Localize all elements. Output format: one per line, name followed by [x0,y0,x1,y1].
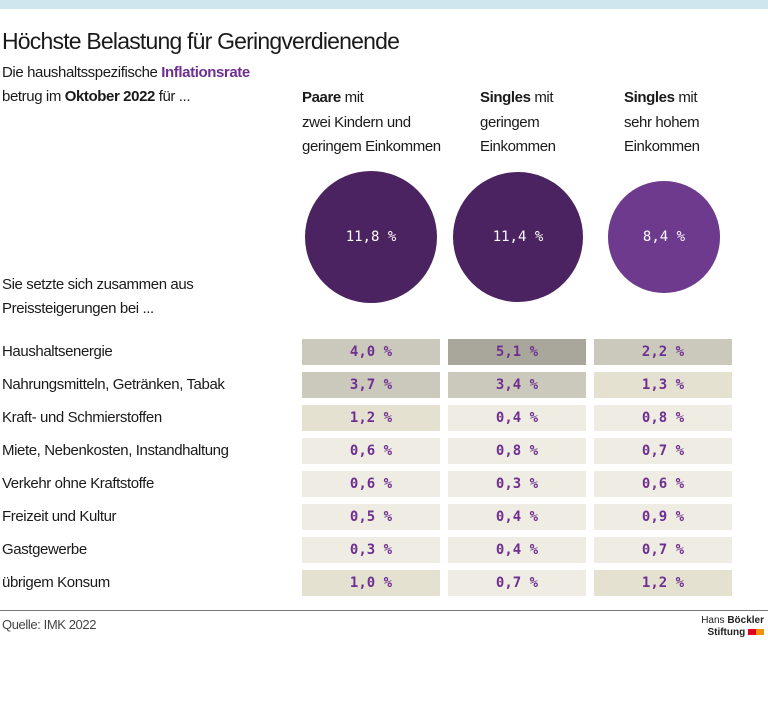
logo-text: Stiftung [707,627,746,638]
table-cell: 0,5 % [302,504,440,530]
composition-line-2: Preissteigerungen bei ... [2,300,154,317]
table-cell: 1,0 % [302,570,440,596]
table-cell: 0,6 % [302,438,440,464]
total-label: 8,4 % [642,228,686,245]
total-circle: 11,8 % [305,171,437,303]
row-label: Freizeit und Kultur [2,508,117,525]
table-cell: 0,6 % [594,471,732,497]
table-cell: 0,4 % [448,405,586,431]
table-cell: 1,2 % [594,570,732,596]
logo-text: Böckler [727,615,764,626]
table-cell: 0,4 % [448,537,586,563]
hans-boeckler-stiftung-logo: Hans Böckler Stiftung [701,615,764,639]
table-cell: 2,2 % [594,339,732,365]
row-label: Gastgewerbe [2,541,87,558]
column-header-text: geringem Einkommen [302,138,441,155]
footer-divider [0,610,768,611]
table-cell: 0,7 % [594,537,732,563]
logo-red-square [748,629,756,636]
column-header-bold: Singles [624,89,675,106]
table-cell: 3,7 % [302,372,440,398]
total-label: 11,4 % [492,228,544,245]
column-header-text: Einkommen [624,138,700,155]
table-cell: 0,8 % [448,438,586,464]
table-cell: 1,2 % [302,405,440,431]
intro-text: Die haushaltsspezifische [2,64,162,81]
intro-text: betrug im [2,88,65,105]
row-label: übrigem Konsum [2,574,110,591]
total-circle: 11,4 % [453,172,583,302]
table-cell: 0,6 % [302,471,440,497]
table-cell: 0,7 % [448,570,586,596]
composition-line-1: Sie setzte sich zusammen aus [2,276,194,293]
top-accent-bar [0,0,768,9]
intro-text: für ... [154,88,191,105]
table-cell: 3,4 % [448,372,586,398]
table-cell: 0,4 % [448,504,586,530]
column-header-text: geringem [480,113,540,131]
column-header-2: Singles mit geringem Einkommen [480,86,556,160]
total-circle: 8,4 % [608,181,720,293]
source-note: Quelle: IMK 2022 [2,617,97,632]
table-cell: 5,1 % [448,339,586,365]
row-label: Verkehr ohne Kraftstoffe [2,475,154,492]
logo-orange-square [756,629,764,636]
table-cell: 0,3 % [302,537,440,563]
column-header-text: mit [674,89,698,106]
intro-line-2: betrug im Oktober 2022 für ... [2,88,191,105]
table-cell: 0,9 % [594,504,732,530]
chart-title: Höchste Belastung für Geringverdienende [2,28,400,54]
table-cell: 0,7 % [594,438,732,464]
column-header-text: mit [530,89,554,106]
table-cell: 0,3 % [448,471,586,497]
intro-line-1: Die haushaltsspezifische Inflationsrate [2,64,250,81]
logo-text: Hans [701,615,728,626]
row-label: Nahrungsmitteln, Getränken, Tabak [2,376,225,393]
total-label: 11,8 % [345,229,397,245]
row-label: Haushaltsenergie [2,343,113,360]
column-header-3: Singles mit sehr hohem Einkommen [624,86,700,160]
table-cell: 4,0 % [302,339,440,365]
column-header-text: Einkommen [480,138,556,155]
column-header-bold: Paare [302,89,341,106]
row-label: Miete, Nebenkosten, Instandhaltung [2,442,229,459]
column-header-text: zwei Kindern und [302,113,411,131]
column-header-1: Paare mit zwei Kindern und geringem Eink… [302,86,441,160]
intro-highlight: Inflationsrate [161,64,250,81]
column-header-bold: Singles [480,89,531,106]
column-header-text: mit [340,89,364,106]
row-label: Kraft- und Schmierstoffen [2,409,162,426]
column-header-text: sehr hohem [624,113,700,131]
table-cell: 0,8 % [594,405,732,431]
table-cell: 1,3 % [594,372,732,398]
intro-date: Oktober 2022 [64,88,156,105]
